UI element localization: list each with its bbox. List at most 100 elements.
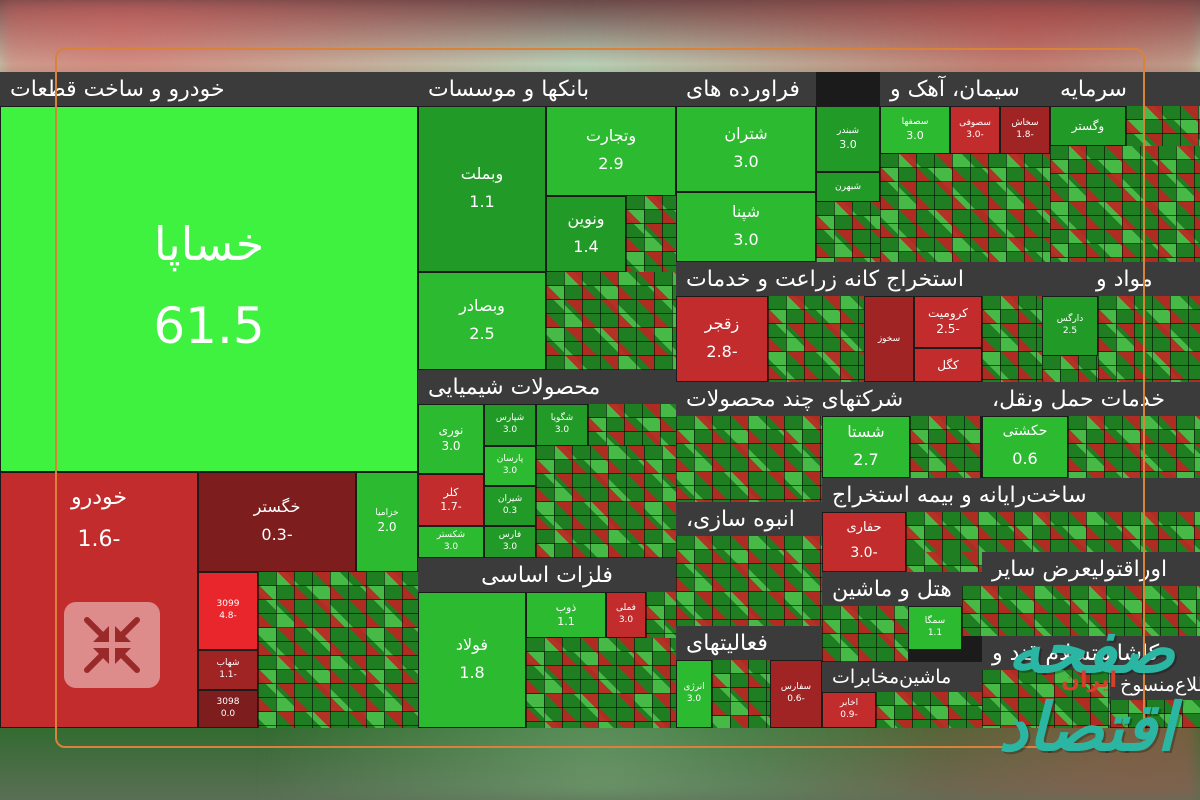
bank-small-stocks-2 xyxy=(546,272,676,370)
stock-sokhan[interactable]: 3099 4.8- xyxy=(198,572,258,650)
stock-hakeshti[interactable]: حکشتی 0.6 xyxy=(982,416,1068,478)
stock-name: 3098 xyxy=(216,697,240,708)
stock-shesta[interactable]: شستا 2.7 xyxy=(822,416,910,478)
stock-shiran[interactable]: شیران 0.3 xyxy=(484,486,536,526)
sector-header-farming[interactable]: استخراج کانه زراعت و خدمات xyxy=(676,262,1086,296)
stock-esfahan[interactable]: 3098 0.0 xyxy=(198,690,258,728)
stock-khgostar[interactable]: خگستر 0.3- xyxy=(198,472,356,572)
stock-name: شهاب xyxy=(216,658,240,669)
stock-sekhooz[interactable]: سخوز xyxy=(864,296,914,382)
sector-header-metals[interactable]: فلزات اساسی xyxy=(418,558,676,592)
stock-sesufi[interactable]: سصوفی 3.0- xyxy=(950,106,1000,154)
sector-header-info[interactable]: اطلاع‌منسوخ xyxy=(1110,670,1200,700)
sector-header-hotel[interactable]: هتل و ماشین xyxy=(822,572,982,606)
stock-parsan[interactable]: پارسان 3.0 xyxy=(484,446,536,486)
stock-sefaha[interactable]: سصفها 3.0 xyxy=(880,106,950,154)
sector-header-products[interactable]: شرکتهای چند محصولات xyxy=(676,382,982,416)
stock-sefrab[interactable]: سفارس 0.6- xyxy=(770,660,822,728)
sector-header-banks[interactable]: بانکها و موسسات xyxy=(418,72,676,106)
stock-vnovin[interactable]: ونوین 1.4 xyxy=(546,196,626,272)
stock-change: 2.8- xyxy=(706,342,738,362)
stock-fameli[interactable]: فملی 3.0 xyxy=(606,592,646,638)
sector-label: محصولات شیمیایی xyxy=(428,374,601,400)
stock-noori[interactable]: نوری 3.0 xyxy=(418,404,484,474)
supply-small-stocks-2 xyxy=(962,586,1200,636)
stock-shegooya[interactable]: شگویا 3.0 xyxy=(536,404,588,446)
invest-small-stocks xyxy=(1126,106,1200,146)
collapse-arrows-icon xyxy=(84,617,140,673)
stock-kromit[interactable]: کرومیت 2.5- xyxy=(914,296,982,348)
sector-header-transport[interactable]: خدمات حمل ونقل، xyxy=(982,382,1200,416)
stock-khzamia[interactable]: خزامیا 2.0 xyxy=(356,472,418,572)
stock-name: پارسان xyxy=(496,454,524,465)
stock-shebandar[interactable]: شبندر 3.0 xyxy=(816,106,880,172)
stock-dergos[interactable]: دارگس 2.5 xyxy=(1042,296,1098,356)
stock-zob[interactable]: ذوب 1.1 xyxy=(526,592,606,638)
sector-label: فلزات اساسی xyxy=(481,562,613,588)
sector-label: هتل و ماشین xyxy=(832,576,952,602)
sector-header-kashi[interactable]: کاشاستسلام قند و xyxy=(982,636,1200,670)
stock-shetran[interactable]: شتران 3.0 xyxy=(676,106,816,192)
sector-label: اوراقتولیعرض سایر xyxy=(992,556,1168,582)
stock-name: کگل xyxy=(937,357,959,372)
stock-name: سخاش xyxy=(1011,118,1039,129)
kashi-small-stocks xyxy=(982,670,1110,728)
stock-vtejarat[interactable]: وتجارت 2.9 xyxy=(546,106,676,196)
stock-change: 3.0- xyxy=(966,130,984,141)
sector-header-activities[interactable]: فعالیتهای xyxy=(676,626,822,660)
stock-shebehran[interactable]: شبهرن xyxy=(816,172,880,202)
sector-header-invest[interactable]: سرمایه xyxy=(1050,72,1200,106)
sector-header-auto[interactable]: خودرو و ساخت قطعات xyxy=(0,72,418,106)
stock-change: 3.0 xyxy=(733,152,759,172)
sector-label: اطلاع‌منسوخ xyxy=(1120,674,1200,696)
sector-header-machine[interactable]: ماشین‌مخابرات xyxy=(822,662,982,692)
sector-label: فراورده های xyxy=(686,76,800,102)
stock-shahab[interactable]: شهاب 1.1- xyxy=(198,650,258,690)
stock-change: 2.9 xyxy=(598,154,624,174)
info-small-stocks xyxy=(1110,700,1200,728)
stock-name: خگستر xyxy=(253,497,301,517)
stock-vbsader[interactable]: وبصادر 2.5 xyxy=(418,272,546,370)
sector-header-build[interactable]: انبوه سازی، xyxy=(676,502,822,536)
stock-name: وبملت xyxy=(460,164,504,184)
stock-shepna[interactable]: شپنا 3.0 xyxy=(676,192,816,262)
stock-change: 0.3- xyxy=(261,525,293,545)
stock-zaghfer[interactable]: زقجر 2.8- xyxy=(676,296,768,382)
stock-sema[interactable]: سمگا 1.1 xyxy=(908,606,962,650)
stock-change: 1.1 xyxy=(557,614,575,628)
sector-header-refinery[interactable]: فراورده های xyxy=(676,72,816,106)
stock-shegostar[interactable]: شکستر 3.0 xyxy=(418,526,484,558)
stock-anrjy[interactable]: انرژی 3.0 xyxy=(676,660,712,728)
stock-change: 3.0 xyxy=(733,230,759,250)
sector-header-chemicals[interactable]: محصولات شیمیایی xyxy=(418,370,676,404)
stock-name: سمگا xyxy=(924,616,946,627)
stock-khodro[interactable]: خودرو 1.6- xyxy=(0,472,198,728)
stock-kegel[interactable]: کگل xyxy=(914,348,982,382)
stock-fars[interactable]: فارس 3.0 xyxy=(484,526,536,558)
stock-change: 1.1 xyxy=(927,628,943,639)
stock-vbmellat[interactable]: وبملت 1.1 xyxy=(418,106,546,272)
stock-sekhash[interactable]: سخاش 1.8- xyxy=(1000,106,1050,154)
sector-header-materials[interactable]: مواد و xyxy=(1086,262,1200,296)
stock-khsapa[interactable]: خساپا 61.5 xyxy=(0,106,418,472)
collapse-button[interactable] xyxy=(64,602,160,688)
stock-change: 3.0 xyxy=(502,542,518,553)
stock-change: 1.8- xyxy=(1016,130,1034,141)
stock-change: 3.0 xyxy=(441,438,461,453)
materials-small-stocks xyxy=(1098,296,1200,382)
sector-label: فعالیتهای xyxy=(686,630,768,656)
stock-kelor[interactable]: کلر 1.7- xyxy=(418,474,484,526)
chem-small-stocks-2 xyxy=(588,404,676,446)
build-small-stocks xyxy=(676,536,822,626)
stock-vgostar[interactable]: وگستر xyxy=(1050,106,1126,146)
stock-akhaber[interactable]: اخابر 0.9- xyxy=(822,692,876,728)
stock-change: 3.0- xyxy=(850,545,878,561)
stock-shepars[interactable]: شپارس 3.0 xyxy=(484,404,536,446)
insurance-small-stocks xyxy=(906,512,1200,552)
stock-hefari[interactable]: حفاری 3.0- xyxy=(822,512,906,572)
sector-header-supply[interactable]: اوراقتولیعرض سایر xyxy=(982,552,1200,586)
sector-header-insurance[interactable]: ساخت‌رایانه و بیمه استخراج xyxy=(822,478,1200,512)
stock-folad[interactable]: فولاد 1.8 xyxy=(418,592,526,728)
sector-label: بانکها و موسسات xyxy=(428,76,590,102)
sector-header-cement[interactable]: سیمان، آهک و xyxy=(880,72,1050,106)
